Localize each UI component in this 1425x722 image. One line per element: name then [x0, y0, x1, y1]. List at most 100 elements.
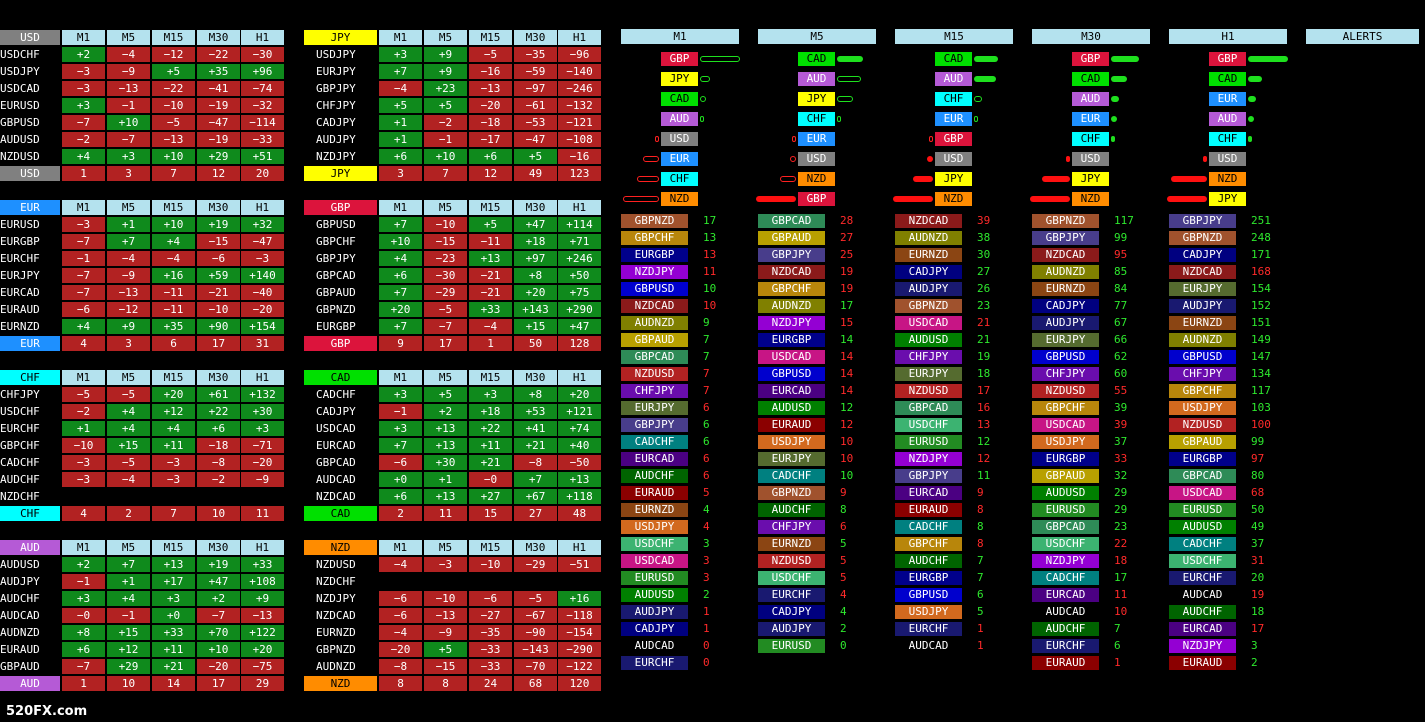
ranking-value: 50 [1251, 503, 1265, 516]
value-cell: +15 [107, 625, 150, 640]
ranking-value: 19 [840, 265, 854, 278]
pair-label: CADJPY [316, 405, 356, 418]
value-cell: −50 [558, 455, 601, 470]
ranking-row: EURNZD 84 [1032, 282, 1157, 296]
ranking-value: 8 [977, 520, 984, 533]
ranking-value: 55 [1114, 384, 1128, 397]
ranking-pair: GBPNZD [758, 486, 825, 500]
tf-header-m30: M30 [514, 200, 557, 215]
ranking-pair: GBPUSD [895, 588, 962, 602]
value-cell: −7 [197, 608, 240, 623]
sum-cell: 17 [424, 336, 467, 351]
pair-label: EURJPY [0, 269, 40, 282]
value-cell: −6 [469, 591, 512, 606]
pair-label: USDJPY [316, 48, 356, 61]
strength-bar [893, 196, 933, 202]
ranking-value: 14 [840, 333, 854, 346]
table-row: AUDJPY +1 −1 −17 −47 −108 [304, 131, 601, 148]
ranking-row: EURAUD 1 [1032, 656, 1157, 670]
ranking-row: CADCHF 37 [1169, 537, 1294, 551]
value-cell: +90 [197, 319, 240, 334]
strength-bar [1111, 96, 1119, 102]
ranking-pair: NZDUSD [1169, 418, 1236, 432]
value-cell: −32 [241, 98, 284, 113]
value-cell: +27 [469, 489, 512, 504]
ranking-row: AUDJPY 2 [758, 622, 883, 636]
ranking-row: NZDCAD 19 [758, 265, 883, 279]
value-cell: +6 [379, 489, 422, 504]
pair-label: GBPNZD [316, 303, 356, 316]
value-cell: +30 [241, 404, 284, 419]
ranking-value: 25 [840, 248, 854, 261]
ranking-value: 18 [977, 367, 991, 380]
ranking-pair: AUDJPY [1032, 316, 1099, 330]
matrix-nzd: NZD M1 M5 M15 M30 H1 NZDUSD −4 −3 −10 −29 −51 NZDCHF… [304, 539, 601, 692]
ranking-row: AUDNZD 149 [1169, 333, 1294, 347]
value-cell: +8 [514, 387, 557, 402]
ranking-value: 66 [1114, 333, 1128, 346]
ranking-pair: EURUSD [895, 435, 962, 449]
value-cell: +0 [379, 472, 422, 487]
table-row: AUDNZD −8 −15 −33 −70 −122 [304, 658, 601, 675]
ranking-row: NZDUSD 17 [895, 384, 1020, 398]
value-cell: +71 [558, 234, 601, 249]
value-cell: −3 [241, 251, 284, 266]
ranking-pair: EURJPY [621, 401, 688, 415]
ranking-row: GBPUSD 6 [895, 588, 1020, 602]
ranking-row: CADCHF 8 [895, 520, 1020, 534]
value-cell: −9 [107, 64, 150, 79]
value-cell: +17 [152, 574, 195, 589]
ranking-value: 7 [703, 333, 710, 346]
table-row: EURAUD +6 +12 +11 +10 +20 [0, 641, 285, 658]
strength-badge-jpy: JPY [798, 92, 835, 106]
ranking-row: USDCAD 3 [621, 554, 746, 568]
value-cell: −118 [558, 608, 601, 623]
pair-label: GBPAUD [316, 286, 356, 299]
value-cell: +15 [514, 319, 557, 334]
value-cell: −10 [424, 591, 467, 606]
value-cell: +10 [197, 642, 240, 657]
value-cell: −2 [424, 115, 467, 130]
ranking-row: GBPAUD 99 [1169, 435, 1294, 449]
ranking-row: GBPNZD 23 [895, 299, 1020, 313]
ranking-row: EURAUD 2 [1169, 656, 1294, 670]
value-cell: −35 [514, 47, 557, 62]
ranking-value: 37 [1114, 435, 1128, 448]
value-cell: −3 [62, 64, 105, 79]
ranking-row: EURUSD 12 [895, 435, 1020, 449]
strength-badge-jpy: JPY [1209, 192, 1246, 206]
ranking-value: 13 [703, 231, 717, 244]
sum-cell: 31 [241, 336, 284, 351]
value-cell: +41 [514, 421, 557, 436]
value-cell: −246 [558, 81, 601, 96]
ranking-pair: USDCAD [895, 316, 962, 330]
ranking-row: EURCAD 11 [1032, 588, 1157, 602]
sum-row: CHF 4 2 7 10 11 [0, 505, 285, 522]
ranking-value: 11 [703, 265, 717, 278]
strength-bar [927, 156, 933, 162]
ranking-pair: EURGBP [758, 333, 825, 347]
value-cell: −1 [379, 404, 422, 419]
table-row: CHFJPY +5 +5 −20 −61 −132 [304, 97, 601, 114]
tf-header-h1: H1 [558, 30, 601, 45]
ranking-row: NZDJPY 15 [758, 316, 883, 330]
table-row: EURGBP −7 +7 +4 −15 −47 [0, 233, 285, 250]
ranking-row: GBPJPY 99 [1032, 231, 1157, 245]
value-cell: +11 [152, 438, 195, 453]
sum-cell: 4 [62, 336, 105, 351]
value-cell: −20 [241, 455, 284, 470]
value-cell: +13 [424, 421, 467, 436]
ranking-value: 6 [977, 588, 984, 601]
table-row: GBPJPY −4 +23 −13 −97 −246 [304, 80, 601, 97]
strength-badge-cad: CAD [661, 92, 698, 106]
ranking-row: NZDCAD 10 [621, 299, 746, 313]
ranking-value: 3 [703, 554, 710, 567]
value-cell: −29 [424, 285, 467, 300]
strength-badge-aud: AUD [935, 72, 972, 86]
value-cell: +13 [558, 472, 601, 487]
value-cell: −12 [152, 47, 195, 62]
sum-row: JPY 3 7 12 49 123 [304, 165, 601, 182]
table-row: USDCHF −2 +4 +12 +22 +30 [0, 403, 285, 420]
ranking-value: 29 [1114, 503, 1128, 516]
value-cell: −20 [379, 642, 422, 657]
